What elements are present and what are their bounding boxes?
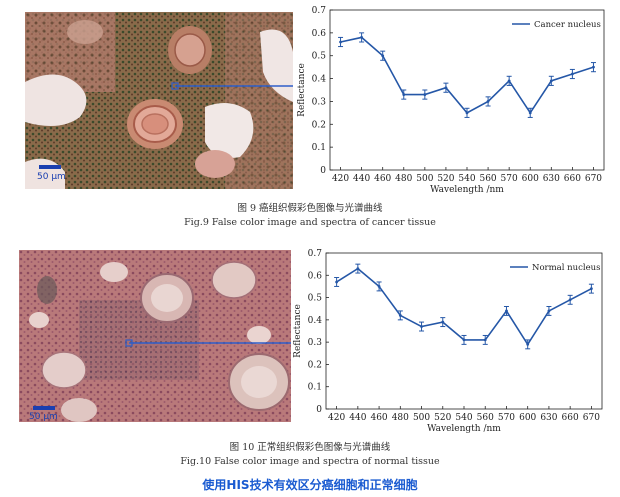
cancer-tissue-false-color-image: 50 μm — [25, 12, 293, 189]
data-point — [356, 267, 360, 270]
x-tick-label: 520 — [434, 413, 451, 423]
data-point — [335, 280, 339, 284]
y-tick-label: 0.5 — [308, 294, 323, 304]
x-tick-label: 500 — [413, 413, 430, 423]
x-tick-label: 420 — [332, 174, 349, 184]
data-point — [402, 93, 406, 96]
figure-cancer-tissue: 50 μm 0 0.1 0.2 0.3 0.4 0.5 0.6 0.7 420 440 460 480… — [0, 0, 620, 240]
y-tick-label: 0.3 — [312, 97, 327, 107]
x-tick-label: 630 — [543, 174, 560, 184]
y-tick-label: 0.2 — [308, 360, 322, 370]
plot-frame — [329, 9, 605, 171]
x-tick-label: 660 — [562, 413, 579, 423]
y-tick-label: 0.3 — [308, 338, 323, 348]
data-point — [462, 338, 466, 342]
data-point — [423, 93, 427, 96]
y-tick-label: 0.6 — [312, 29, 327, 39]
x-tick-label: 540 — [455, 413, 472, 423]
x-tick-label: 440 — [349, 413, 366, 423]
x-tick-label: 520 — [437, 174, 454, 184]
data-point — [592, 65, 595, 69]
series-line — [336, 267, 592, 346]
data-point — [420, 325, 423, 328]
x-tick-label: 600 — [519, 413, 536, 423]
y-tick-label: 0.5 — [312, 52, 327, 62]
scale-bar — [39, 165, 61, 169]
x-tick-label: 570 — [498, 413, 515, 423]
series-line — [340, 36, 594, 115]
data-point — [507, 79, 511, 83]
y-tick-label: 0 — [316, 405, 322, 415]
data-point — [398, 314, 402, 317]
scale-bar-label: 50 μm — [29, 412, 58, 422]
y-axis-label: Reflectance — [297, 63, 307, 117]
x-tick-label: 630 — [540, 413, 557, 423]
data-point — [465, 111, 469, 115]
x-tick-label: 460 — [370, 413, 387, 423]
data-point — [528, 111, 532, 115]
scale-bar — [33, 406, 55, 410]
data-point — [570, 72, 574, 76]
x-tick-label: 670 — [585, 174, 602, 184]
footer-summary-text: 使用HIS技术有效区分癌细胞和正常细胞 — [202, 478, 418, 492]
data-point — [339, 40, 342, 44]
data-point — [444, 86, 448, 90]
x-tick-label: 600 — [522, 174, 539, 184]
normal-nucleus-reflectance-chart: 0 0.1 0.2 0.3 0.4 0.5 0.6 0.7 420 440 460 480 500 520… — [290, 243, 615, 439]
x-tick-label: 500 — [416, 174, 433, 184]
figure-10-caption-cn: 图 10 正常组织假彩色图像与光谱曲线 — [229, 442, 391, 453]
data-point — [381, 54, 385, 58]
data-point — [360, 36, 364, 39]
x-tick-label: 670 — [583, 413, 600, 423]
figure-normal-tissue: 50 μm 0 0.1 0.2 0.3 0.4 0.5 0.6 0.7 420 440 460 480… — [0, 243, 620, 475]
legend-label: Cancer nucleus — [534, 20, 601, 30]
figure-9-caption-en: Fig.9 False color image and spectra of c… — [184, 217, 436, 228]
y-tick-label: 0 — [320, 166, 326, 176]
x-tick-label: 420 — [328, 413, 345, 423]
data-point — [377, 285, 381, 288]
figure-9-caption-cn: 图 9 癌组织假彩色图像与光谱曲线 — [237, 203, 383, 214]
figure-10-caption-en: Fig.10 False color image and spectra of … — [180, 456, 440, 467]
x-tick-label: 570 — [501, 174, 518, 184]
y-tick-label: 0.2 — [312, 120, 326, 130]
x-tick-label: 540 — [458, 174, 475, 184]
normal-tissue-false-color-image: 50 μm — [19, 250, 291, 422]
x-axis-label: Wavelength /nm — [427, 424, 501, 434]
y-tick-label: 0.4 — [308, 316, 323, 326]
x-tick-label: 440 — [353, 174, 370, 184]
x-tick-label: 480 — [395, 174, 412, 184]
x-tick-label: 460 — [374, 174, 391, 184]
y-axis-label: Reflectance — [293, 304, 303, 358]
y-tick-label: 0.4 — [312, 75, 327, 85]
y-tick-label: 0.1 — [308, 383, 322, 393]
x-axis-label: Wavelength /nm — [430, 185, 504, 195]
legend-label: Normal nucleus — [532, 263, 600, 273]
x-tick-label: 480 — [392, 413, 409, 423]
x-tick-label: 560 — [479, 174, 496, 184]
data-point — [568, 298, 572, 302]
data-point — [526, 342, 530, 346]
cancer-nucleus-reflectance-chart: 0 0.1 0.2 0.3 0.4 0.5 0.6 0.7 420 440 460 480 500 520… — [294, 0, 614, 200]
y-tick-label: 0.7 — [308, 249, 323, 259]
x-tick-label: 660 — [564, 174, 581, 184]
data-point — [505, 309, 508, 313]
y-tick-label: 0.7 — [312, 6, 327, 16]
data-point — [589, 287, 593, 291]
data-point — [483, 338, 487, 342]
data-point — [486, 100, 490, 103]
y-tick-label: 0.6 — [308, 271, 323, 281]
data-point — [441, 320, 445, 324]
data-point — [547, 309, 551, 313]
data-point — [549, 79, 553, 83]
x-tick-label: 560 — [477, 413, 494, 423]
scale-bar-label: 50 μm — [37, 172, 66, 182]
y-tick-label: 0.1 — [312, 143, 326, 153]
